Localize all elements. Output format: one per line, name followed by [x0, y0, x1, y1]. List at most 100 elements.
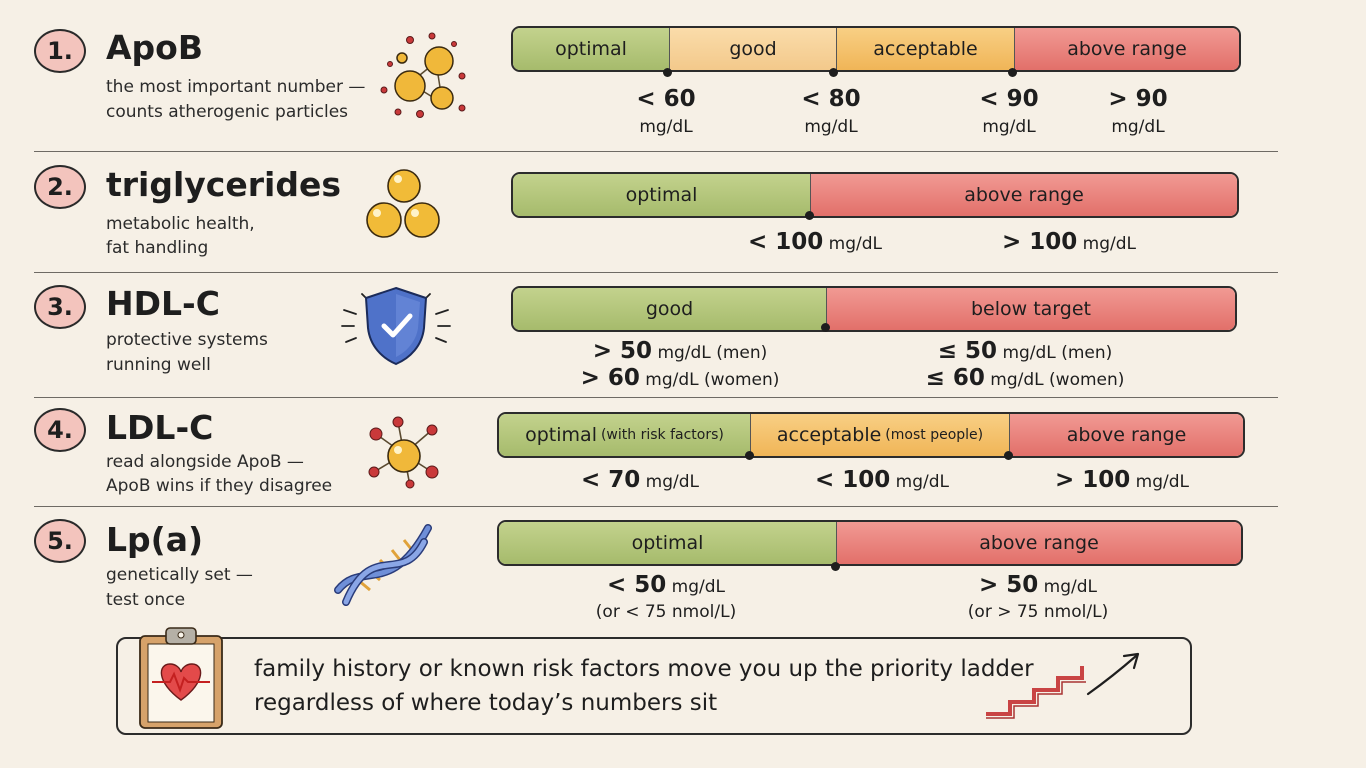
row-title-apob: ApoB [106, 28, 203, 67]
threshold-note: (men) [716, 343, 768, 363]
segment-good: good [513, 288, 827, 330]
segment-good: good [670, 28, 837, 70]
row-number-2: 2. [34, 165, 86, 209]
threshold-value: < 80 [801, 86, 861, 112]
threshold-line: > 50 mg/dL (men) [593, 339, 768, 364]
threshold-unit: mg/dL [645, 370, 699, 390]
threshold-value: < 100 [814, 467, 891, 493]
shield-check-icon [341, 286, 451, 366]
threshold-label: < 90 mg/dL [967, 86, 1051, 140]
threshold-value: < 50 [606, 572, 667, 598]
threshold-label: > 100 mg/dL [964, 229, 1174, 257]
threshold-unit: mg/dL [828, 234, 883, 254]
threshold-marker [831, 562, 840, 571]
threshold-label: < 80 mg/dL [789, 86, 873, 140]
threshold-unit: mg/dL [895, 472, 950, 492]
threshold-unit: mg/dL [1111, 117, 1165, 137]
threshold-marker [805, 211, 814, 220]
footer-note-box [116, 637, 1192, 735]
threshold-alt: (or < 75 nmol/L) [595, 602, 737, 622]
threshold-value: < 70 [580, 467, 641, 493]
particle-cluster-icon [380, 32, 466, 118]
segment-optimal: optimal [513, 174, 811, 216]
row-subtitle-apob-1: the most important number — [106, 77, 366, 97]
segment-above-range: above range [837, 522, 1241, 564]
segment-above-range: above range [1010, 414, 1243, 456]
range-bar-hdl-c: good below target [511, 286, 1237, 332]
threshold-marker [1004, 451, 1013, 460]
row-title-hdl-c: HDL-C [106, 284, 220, 323]
segment-optimal: optimal [513, 28, 670, 70]
threshold-label: < 60 mg/dL [624, 86, 708, 140]
row-number-3: 3. [34, 285, 86, 329]
row-subtitle-lpa-2: test once [106, 590, 186, 610]
segment-optimal: optimal [499, 522, 837, 564]
threshold-value: < 60 [636, 86, 696, 112]
threshold-unit: mg/dL [639, 117, 693, 137]
threshold-value: < 100 [747, 229, 824, 255]
threshold-line: ≤ 50 mg/dL (men) [938, 339, 1113, 364]
dna-helix-icon [334, 524, 432, 606]
range-bar-ldl-c: optimal (with risk factors) acceptable (… [497, 412, 1245, 458]
range-bar-lpa: optimal above range [497, 520, 1243, 566]
threshold-label: > 50 mg/dL (or > 75 nmol/L) [928, 573, 1148, 625]
threshold-unit: mg/dL [804, 117, 858, 137]
segment-label: above range [1066, 424, 1187, 446]
footer-line-1: family history or known risk factors mov… [254, 656, 1034, 682]
range-bar-apob: optimal good acceptable above range [511, 26, 1241, 72]
row-divider [34, 272, 1278, 273]
threshold-value: ≤ 50 [937, 338, 998, 364]
threshold-unit: mg/dL [1002, 343, 1056, 363]
threshold-note: (women) [704, 370, 780, 390]
threshold-value: > 50 [592, 338, 653, 364]
row-divider [34, 151, 1278, 152]
segment-acceptable: acceptable (most people) [751, 414, 1010, 456]
threshold-value: > 100 [1001, 229, 1078, 255]
threshold-unit: mg/dL [657, 343, 711, 363]
segment-below-target: below target [827, 288, 1235, 330]
row-subtitle-ldl-c-1: read alongside ApoB — [106, 452, 304, 472]
threshold-unit: mg/dL [982, 117, 1036, 137]
segment-label: acceptable [776, 424, 882, 446]
threshold-value: > 90 [1108, 86, 1168, 112]
row-number-1: 1. [34, 29, 86, 73]
threshold-marker [745, 451, 754, 460]
segment-above-range: above range [1015, 28, 1239, 70]
threshold-label: < 50 mg/dL (or < 75 nmol/L) [556, 573, 776, 625]
threshold-value: > 60 [580, 365, 640, 391]
threshold-label: < 100 mg/dL [792, 467, 972, 495]
threshold-marker [1008, 68, 1017, 77]
threshold-note: (women) [1049, 370, 1125, 390]
row-title-triglycerides: triglycerides [106, 165, 341, 204]
footer-line-2: regardless of where today’s numbers sit [254, 690, 718, 716]
molecule-icon [368, 416, 439, 489]
threshold-value: > 100 [1054, 467, 1131, 493]
clipboard-heart-icon [139, 627, 223, 729]
threshold-label: > 90 mg/dL [1096, 86, 1180, 140]
threshold-unit: mg/dL [1082, 234, 1137, 254]
threshold-marker [821, 323, 830, 332]
threshold-label: > 100 mg/dL [1032, 467, 1212, 495]
threshold-note: (men) [1061, 343, 1113, 363]
segment-optimal: optimal (with risk factors) [499, 414, 751, 456]
row-subtitle-ldl-c-2: ApoB wins if they disagree [106, 476, 333, 496]
row-subtitle-lpa-1: genetically set — [106, 565, 253, 585]
row-title-ldl-c: LDL-C [106, 408, 214, 447]
row-number-4: 4. [34, 408, 86, 452]
threshold-unit: mg/dL [1043, 577, 1098, 597]
row-divider [34, 506, 1278, 507]
threshold-alt: (or > 75 nmol/L) [967, 602, 1109, 622]
row-subtitle-apob-2: counts atherogenic particles [106, 102, 349, 122]
threshold-value: < 90 [979, 86, 1039, 112]
threshold-marker [829, 68, 838, 77]
threshold-label: < 70 mg/dL [550, 467, 730, 495]
threshold-line: ≤ 60 mg/dL (women) [926, 366, 1125, 391]
segment-note: (most people) [885, 427, 984, 443]
threshold-unit: mg/dL [1135, 472, 1190, 492]
threshold-line: > 60 mg/dL (women) [581, 366, 780, 391]
threshold-unit: mg/dL [645, 472, 700, 492]
threshold-unit: mg/dL [990, 370, 1044, 390]
segment-label: optimal [525, 424, 597, 446]
row-title-lpa: Lp(a) [106, 520, 204, 559]
row-subtitle-hdl-c-1: protective systems [106, 330, 268, 350]
